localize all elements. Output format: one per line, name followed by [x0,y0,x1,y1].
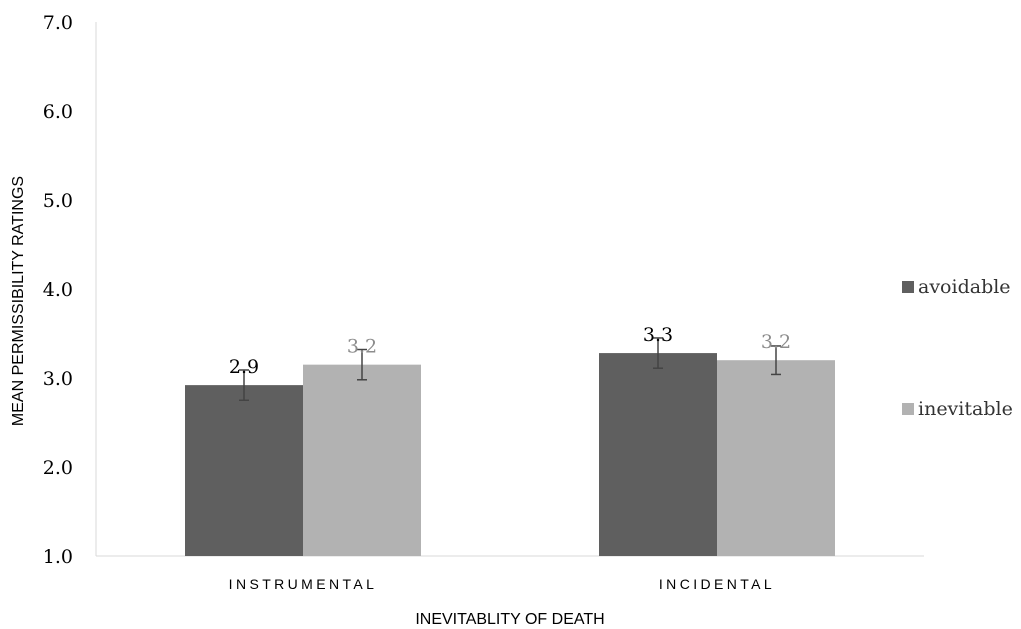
data-label: 2.9 [229,356,259,378]
data-label: 3.2 [347,336,377,358]
y-axis-title: MEAN PERMISSIBILITY RATINGS [10,176,27,426]
y-tick-label: 2.0 [43,457,73,479]
x-axis-title: INEVITABLITY OF DEATH [415,611,604,628]
legend-swatch-avoidable [902,281,914,293]
data-label: 3.3 [643,324,673,346]
y-tick-label: 3.0 [43,368,73,390]
data-label: 3.2 [761,331,791,353]
bar-inevitable-incidental [717,360,835,556]
y-tick-label: 1.0 [43,546,73,568]
legend-label-inevitable: inevitable [918,398,1013,420]
bar-avoidable-incidental [599,353,717,556]
y-tick-label: 6.0 [43,101,73,123]
x-tick-label: INCIDENTAL [659,576,775,592]
y-tick-label: 5.0 [43,190,73,212]
y-tick-label: 7.0 [43,12,73,34]
legend-swatch-inevitable [902,403,914,415]
y-tick-label: 4.0 [43,279,73,301]
legend-label-avoidable: avoidable [918,276,1011,298]
bar-inevitable-instrumental [303,364,421,556]
x-tick-label: INSTRUMENTAL [229,576,378,592]
bar-avoidable-instrumental [185,385,303,556]
